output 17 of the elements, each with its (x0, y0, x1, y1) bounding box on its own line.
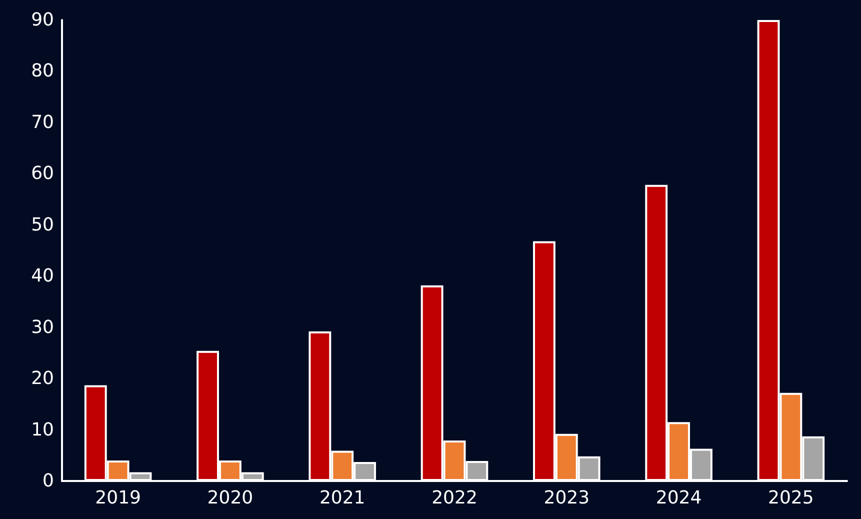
x-tick-label: 2022 (432, 488, 478, 508)
x-tick-label: 2019 (95, 488, 141, 508)
x-tick-label: 2024 (656, 488, 702, 508)
y-tick-label: 50 (31, 214, 54, 236)
y-tick-label: 20 (31, 368, 54, 390)
y-tick-label: 10 (31, 419, 54, 440)
x-tick-label: 2021 (319, 488, 366, 508)
y-tick-label: 40 (31, 266, 54, 287)
y-tick-label: 90 (31, 10, 54, 30)
x-tick-label: 2023 (544, 488, 590, 508)
y-tick-label: 30 (31, 316, 54, 338)
y-tick-label: 60 (31, 163, 54, 184)
x-tick-label: 2025 (768, 488, 814, 508)
y-tick-label: 70 (31, 112, 54, 133)
y-tick-label: 80 (31, 60, 54, 82)
y-tick-label: 0 (42, 470, 54, 492)
x-tick-label: 2020 (207, 488, 254, 508)
